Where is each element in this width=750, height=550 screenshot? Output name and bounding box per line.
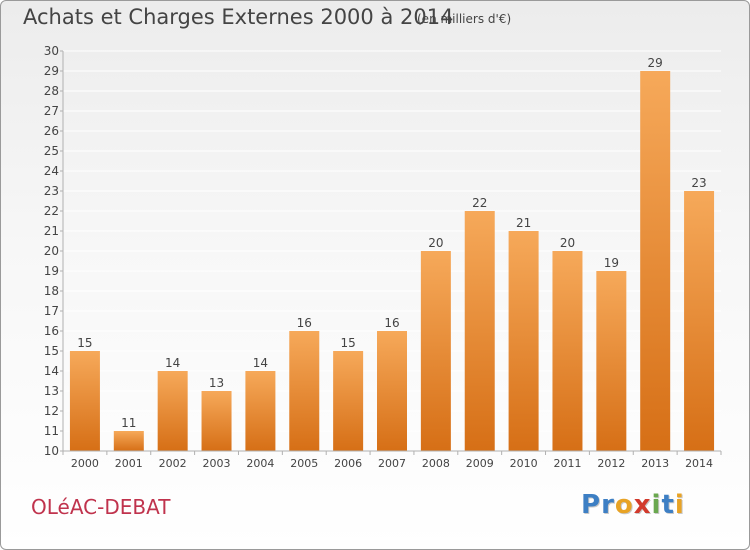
y-tick-label: 26 (44, 124, 59, 138)
axes (60, 50, 722, 455)
bar-value-label: 11 (121, 416, 136, 430)
y-tick-label: 27 (44, 104, 59, 118)
bar-value-label: 16 (384, 316, 399, 330)
x-tick-label: 2010 (510, 457, 538, 470)
x-tick-label: 2000 (71, 457, 99, 470)
x-tick-label: 2002 (159, 457, 187, 470)
bar-value-label: 14 (253, 356, 268, 370)
bar-value-label: 19 (604, 256, 619, 270)
x-tick-label: 2014 (685, 457, 713, 470)
bar (333, 351, 364, 451)
x-tick-label: 2013 (641, 457, 669, 470)
x-tick-label: 2001 (115, 457, 143, 470)
y-tick-label: 17 (44, 304, 59, 318)
bar-value-label: 23 (691, 176, 706, 190)
bar (684, 191, 715, 451)
labels: 10 11 12 13 14 15 16 17 18 19 20 21 22 23 24 25 26 27 28 29… (44, 44, 713, 470)
x-tick-label: 2012 (597, 457, 625, 470)
bar (157, 371, 188, 451)
y-tick-label: 16 (44, 324, 59, 338)
y-tick-label: 24 (44, 164, 59, 178)
brand-letter: P (581, 490, 602, 520)
y-tick-label: 29 (44, 64, 59, 78)
bar (201, 391, 232, 451)
bar (69, 351, 100, 451)
bar (245, 371, 276, 451)
x-tick-label: 2007 (378, 457, 406, 470)
brand-letter: r (601, 490, 615, 520)
y-tick-label: 10 (44, 444, 59, 458)
bar-value-label: 15 (340, 336, 355, 350)
brand-letter: i (674, 490, 685, 520)
bar (640, 71, 671, 451)
brand-letter: o (614, 490, 634, 520)
y-tick-label: 19 (44, 264, 59, 278)
x-tick-label: 2003 (203, 457, 231, 470)
bar-value-label: 13 (209, 376, 224, 390)
y-tick-label: 14 (44, 364, 59, 378)
bars (69, 71, 715, 451)
brand-letter: i (651, 490, 662, 520)
y-tick-label: 18 (44, 284, 59, 298)
x-tick-label: 2011 (553, 457, 581, 470)
commune-name: OLéAC-DEBAT (31, 495, 171, 519)
bar-value-label: 29 (648, 56, 663, 70)
bar-value-label: 14 (165, 356, 180, 370)
bar-value-label: 21 (516, 216, 531, 230)
y-tick-label: 20 (44, 244, 59, 258)
chart-title: Achats et Charges Externes 2000 à 2014 (23, 5, 454, 29)
x-tick-label: 2004 (246, 457, 274, 470)
bar-value-label: 15 (77, 336, 92, 350)
bar-value-label: 20 (428, 236, 443, 250)
bar-value-label: 16 (297, 316, 312, 330)
bar (552, 251, 583, 451)
y-tick-label: 22 (44, 204, 59, 218)
x-tick-label: 2008 (422, 457, 450, 470)
x-tick-label: 2006 (334, 457, 362, 470)
x-tick-label: 2009 (466, 457, 494, 470)
bar (596, 271, 627, 451)
y-tick-label: 21 (44, 224, 59, 238)
bar (464, 211, 495, 451)
brand-logo: Proxiti (581, 490, 685, 520)
brand-letter: t (661, 490, 675, 520)
y-tick-label: 25 (44, 144, 59, 158)
y-tick-label: 13 (44, 384, 59, 398)
y-tick-label: 15 (44, 344, 59, 358)
y-tick-label: 30 (44, 44, 59, 58)
bar (508, 231, 539, 451)
bar (289, 331, 320, 451)
y-tick-label: 12 (44, 404, 59, 418)
y-tick-label: 23 (44, 184, 59, 198)
bar (113, 431, 144, 451)
brand-letter: x (633, 490, 652, 520)
bar-value-label: 20 (560, 236, 575, 250)
y-tick-label: 11 (44, 424, 59, 438)
bar (420, 251, 451, 451)
bar-value-label: 22 (472, 196, 487, 210)
bar (377, 331, 407, 451)
x-tick-label: 2005 (290, 457, 318, 470)
chart-subtitle: (en milliers d'€) (417, 12, 512, 26)
y-tick-label: 28 (44, 84, 59, 98)
